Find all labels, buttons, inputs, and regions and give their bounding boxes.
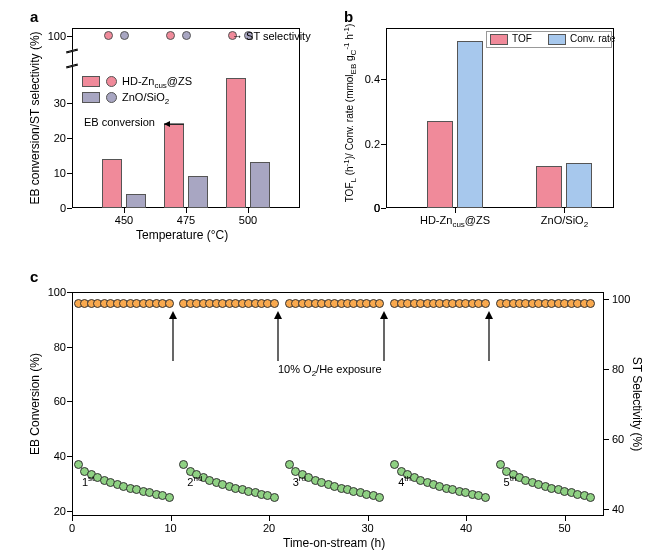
svg-marker-1 [164,121,170,127]
svg-marker-9 [485,311,493,319]
svg-marker-3 [169,311,177,319]
svg-marker-5 [274,311,282,319]
svg-marker-7 [380,311,388,319]
